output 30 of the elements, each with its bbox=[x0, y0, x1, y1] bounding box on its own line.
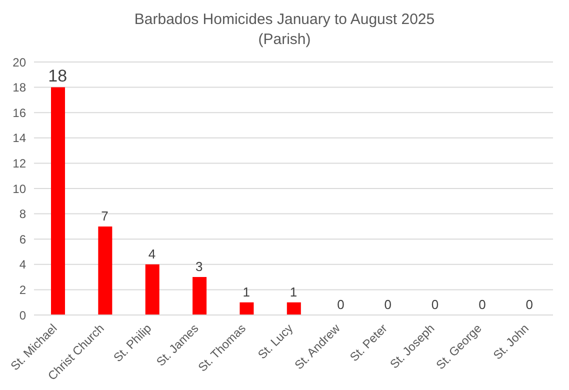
y-tick-label: 0 bbox=[19, 308, 26, 322]
y-tick-label: 2 bbox=[19, 282, 26, 297]
data-label: 0 bbox=[478, 297, 486, 312]
data-label: 3 bbox=[196, 259, 203, 274]
y-tick-label: 20 bbox=[12, 55, 26, 70]
bar bbox=[145, 264, 160, 315]
data-label: 0 bbox=[431, 297, 439, 312]
chart-title: Barbados Homicides January to August 2025 bbox=[133, 10, 436, 30]
data-label: 0 bbox=[337, 297, 344, 312]
data-label: 1 bbox=[242, 284, 250, 300]
data-label: 0 bbox=[526, 297, 534, 312]
bar bbox=[240, 302, 254, 315]
y-tick-label: 18 bbox=[12, 80, 26, 95]
bar bbox=[192, 277, 207, 315]
data-label: 0 bbox=[384, 297, 392, 312]
bar bbox=[286, 302, 301, 315]
y-tick-label: 16 bbox=[12, 106, 26, 120]
chart-subtitle: (Parish) bbox=[257, 30, 312, 50]
bar bbox=[51, 87, 65, 315]
y-tick-label: 4 bbox=[19, 258, 26, 272]
data-label: 7 bbox=[101, 208, 108, 224]
y-tick-label: 6 bbox=[19, 232, 26, 246]
y-tick-label: 12 bbox=[12, 156, 26, 170]
data-label: 18 bbox=[48, 66, 68, 86]
y-tick-label: 8 bbox=[19, 207, 26, 222]
y-tick-label: 10 bbox=[12, 182, 26, 196]
data-label: 1 bbox=[290, 284, 298, 300]
data-label: 4 bbox=[148, 246, 156, 262]
bar bbox=[98, 226, 112, 315]
y-tick-label: 14 bbox=[12, 131, 26, 146]
